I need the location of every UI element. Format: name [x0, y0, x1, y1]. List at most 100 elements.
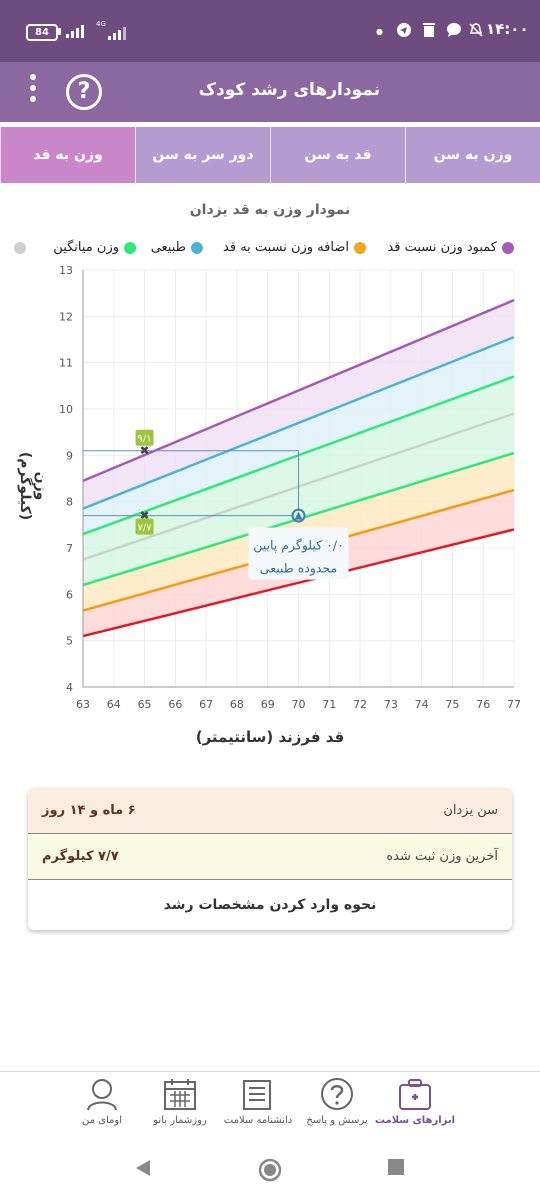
help-button[interactable]: ?: [66, 74, 102, 110]
marker-label-bg: [135, 518, 154, 535]
x-tick-label: 64: [107, 698, 121, 711]
annotation-line2: محدوده طبیعی: [260, 561, 337, 577]
x-tick-label: 70: [292, 698, 306, 711]
page-title: نمودارهای رشد کودک: [198, 80, 380, 100]
status-bar: 84 4G ● ۱۴:۰۰: [0, 0, 540, 62]
tab-weight-for-age[interactable]: وزن به سن: [405, 127, 540, 183]
legend-label-normal: طبیعی: [150, 240, 186, 255]
legend-underweight: کمبود وزن نسبت قد: [387, 240, 514, 260]
chart-band: [83, 337, 514, 535]
y-tick-label: 6: [66, 588, 73, 601]
signal-4g-icon: 4G: [96, 20, 128, 40]
age-row: سن یزدان ۶ ماه و ۱۴ روز: [28, 788, 512, 834]
growth-curve: [82, 528, 515, 638]
x-tick-label: 67: [199, 698, 213, 711]
network-type: 4G: [96, 20, 106, 28]
battery-tip: [58, 28, 61, 35]
x-tick-label: 69: [261, 698, 275, 711]
weight-value: ۷/۷ کیلوگرم: [42, 849, 119, 864]
x-tick-label: 72: [353, 698, 367, 711]
dot-icon: ●: [376, 27, 383, 36]
child-info-card: سن یزدان ۶ ماه و ۱۴ روز آخرین وزن ثبت شد…: [28, 788, 512, 930]
x-tick-label: 65: [138, 698, 152, 711]
x-tick-label: 75: [445, 698, 459, 711]
chart-title: نمودار وزن به قد یزدان: [189, 202, 351, 218]
howto-button[interactable]: نحوه وارد کردن مشخصات رشد: [163, 897, 377, 913]
x-tick-label: 74: [415, 698, 429, 711]
legend-overweight: اضافه وزن نسبت به قد: [223, 240, 366, 260]
legend-label-average: وزن میانگین: [53, 240, 119, 255]
calendar-icon: [164, 1079, 196, 1110]
marker-cross: ✖: [140, 509, 150, 523]
x-axis-title: قد فرزند (سانتیمتر): [195, 728, 345, 746]
annotation-box: [248, 527, 349, 580]
marker-label: ۹/۱: [138, 434, 152, 445]
legend-extra: [9, 240, 26, 260]
nav-profile[interactable]: اومای من: [57, 1072, 147, 1142]
x-tick-label: 71: [322, 698, 336, 711]
tab-height-for-age[interactable]: قد به سن: [270, 127, 405, 183]
x-tick-label: 73: [384, 698, 398, 711]
home-icon[interactable]: [257, 1157, 283, 1183]
recents-icon[interactable]: [386, 1157, 406, 1177]
legend-average: وزن میانگین: [53, 240, 136, 260]
profile-icon: [87, 1079, 117, 1111]
more-menu-icon[interactable]: [30, 74, 36, 107]
chart-band: [83, 300, 514, 509]
weight-row: آخرین وزن ثبت شده ۷/۷ کیلوگرم: [28, 834, 512, 880]
nav-calendar[interactable]: روزشمار بانو: [135, 1072, 225, 1142]
x-tick-label: 77: [507, 698, 521, 711]
nav-encyclopedia-label: دانشنامه سلامت: [223, 1115, 293, 1126]
legend-normal: طبیعی: [151, 240, 203, 260]
x-tick-label: 76: [476, 698, 490, 711]
legend-label-underweight: کمبود وزن نسبت قد: [387, 240, 497, 255]
x-tick-label: 68: [230, 698, 244, 711]
telegram-icon: [396, 22, 412, 42]
app-bar: ? نمودارهای رشد کودک: [0, 62, 540, 122]
growth-curve: [82, 336, 515, 510]
y-tick-label: 4: [66, 681, 73, 694]
tab-weight-for-height[interactable]: وزن به قد: [0, 127, 135, 183]
y-tick-label: 13: [59, 264, 73, 277]
back-icon[interactable]: [132, 1157, 154, 1179]
nav-health-tools-label: ابزارهای سلامت: [374, 1115, 456, 1126]
tab-head-circumference-for-age[interactable]: دور سر به سن: [135, 127, 270, 183]
nav-questions[interactable]: پرسش و پاسخ: [292, 1072, 382, 1142]
measured-point-icon: [294, 511, 303, 520]
signal-icon: [66, 24, 88, 38]
chat-icon: [446, 22, 462, 42]
legend-label-overweight: اضافه وزن نسبت به قد: [223, 240, 349, 255]
x-tick-label: 63: [76, 698, 90, 711]
nav-questions-label: پرسش و پاسخ: [306, 1115, 368, 1126]
nav-health-tools[interactable]: ابزارهای سلامت: [370, 1072, 460, 1142]
trash-icon: [422, 22, 436, 42]
y-tick-label: 12: [59, 310, 73, 323]
x-tick-label: 66: [168, 698, 182, 711]
battery-level: 84: [35, 27, 49, 38]
legend-dot-normal: [191, 241, 203, 254]
battery-icon: 84: [26, 24, 58, 41]
y-tick-label: 7: [66, 542, 73, 555]
age-value: ۶ ماه و ۱۴ روز: [42, 803, 136, 818]
nav-encyclopedia[interactable]: دانشنامه سلامت: [213, 1072, 303, 1142]
y-tick-label: 9: [66, 449, 73, 462]
encyclopedia-icon: [243, 1080, 271, 1110]
weight-label: آخرین وزن ثبت شده: [386, 849, 498, 864]
annotation-line1: ۰/۰ کیلوگرم پایین: [253, 538, 344, 554]
question-icon: [321, 1078, 353, 1110]
nav-calendar-label: روزشمار بانو: [153, 1115, 207, 1126]
marker-label: ۷/۷: [138, 523, 153, 534]
mute-icon: [468, 22, 484, 42]
y-tick-label: 8: [66, 496, 73, 509]
legend-dot-underweight: [502, 241, 514, 254]
age-label: سن یزدان: [443, 803, 498, 818]
legend-dot-extra: [14, 241, 26, 254]
health-kit-icon: [399, 1079, 431, 1110]
system-nav-bar: [0, 1141, 540, 1200]
nav-profile-label: اومای من: [82, 1115, 122, 1126]
clock: ۱۴:۰۰: [486, 20, 529, 38]
marker-label-bg: [135, 429, 154, 446]
help-icon: ?: [77, 79, 91, 104]
guide-line-upper: [144, 450, 299, 516]
bottom-nav: ابزارهای سلامت پرسش و پاسخ دانشنامه سلام…: [0, 1071, 540, 1142]
